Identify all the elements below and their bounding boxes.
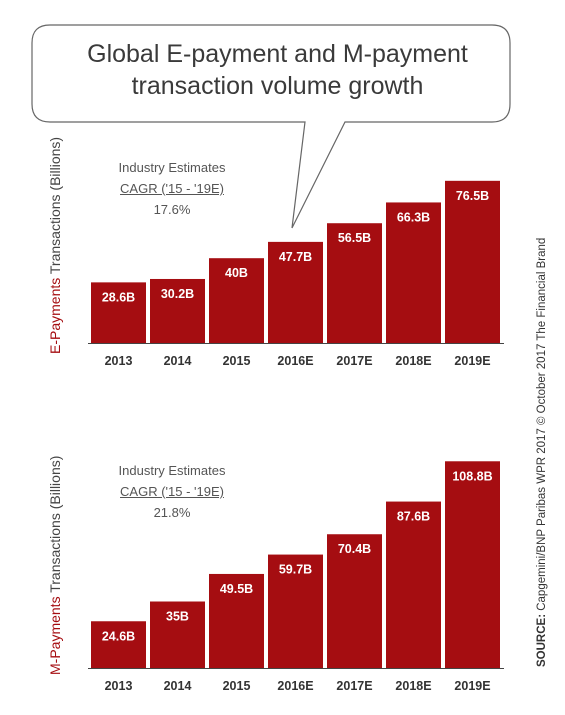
mpayments-data-label-2016E: 59.7B	[279, 563, 312, 577]
epayments-tick-label-2015: 2015	[223, 354, 251, 368]
epayments-data-label-2016E: 47.7B	[279, 250, 312, 264]
mpayments-cagr-note: Industry Estimates CAGR ('15 - '19E) 21.…	[92, 460, 252, 523]
mpayments-data-label-2014: 35B	[166, 610, 189, 624]
epayments-bar-2014	[150, 278, 205, 343]
mpayments-bar-2014	[150, 601, 205, 668]
epayments-bar-2019E	[445, 180, 500, 343]
mpayments-data-label-2015: 49.5B	[220, 582, 253, 596]
mpayments-tick-label-2016E: 2016E	[277, 679, 313, 693]
epayments-cagr-note: Industry Estimates CAGR ('15 - '19E) 17.…	[92, 157, 252, 220]
chart-title-line-1: Global E-payment and M-payment	[87, 40, 468, 68]
epayments-note-heading: Industry Estimates	[118, 160, 226, 175]
source-credit: SOURCE: Capgemini/BNP Paribas WPR 2017 ©…	[536, 238, 548, 667]
epayments-data-label-2013: 28.6B	[102, 290, 135, 304]
epayments-bar-2016E	[268, 241, 323, 343]
mpayments-note-heading: Industry Estimates	[118, 463, 226, 478]
epayments-note-cagr-value: 17.6%	[153, 202, 191, 217]
mpayments-data-label-2013: 24.6B	[102, 629, 135, 643]
mpayments-bar-2016E	[268, 554, 323, 668]
mpayments-data-label-2017E: 70.4B	[338, 542, 371, 556]
epayments-data-label-2018E: 66.3B	[397, 210, 430, 224]
mpayments-bar-2015	[209, 573, 264, 668]
mpayments-data-label-2019E: 108.8B	[452, 469, 492, 483]
epayments-tick-label-2019E: 2019E	[454, 354, 490, 368]
epayments-tick-label-2016E: 2016E	[277, 354, 313, 368]
epayments-bar-2018E	[386, 202, 441, 343]
epayments-bar-2015	[209, 258, 264, 343]
mpayments-bar-2013	[91, 621, 146, 668]
mpayments-bar-chart: 24.6B 2013 35B 2014 49.5B 2015 59.7B 2016E 70.4B…	[88, 461, 504, 693]
epayments-bar-chart: 28.6B 2013 30.2B 2014 40B 2015 47.7B 2016E 56.5B…	[88, 180, 504, 368]
epayments-data-label-2017E: 56.5B	[338, 231, 371, 245]
source-text: Capgemini/BNP Paribas WPR 2017 © October…	[536, 237, 548, 614]
epayments-note-cagr-label: CAGR ('15 - '19E)	[120, 181, 224, 196]
epayments-data-label-2014: 30.2B	[161, 287, 194, 301]
mpayments-bar-2019E	[445, 461, 500, 668]
mpayments-bar-2018E	[386, 501, 441, 668]
mpayments-note-cagr-value: 21.8%	[153, 505, 191, 520]
chart-title-line-2: transaction volume growth	[131, 72, 424, 100]
epayments-tick-label-2013: 2013	[105, 354, 133, 368]
title-bubble	[31, 24, 511, 229]
mpayments-tick-label-2013: 2013	[105, 679, 133, 693]
mpayments-note-cagr-label: CAGR ('15 - '19E)	[120, 484, 224, 499]
epayments-bar-2017E	[327, 223, 382, 343]
epayments-data-label-2019E: 76.5B	[456, 189, 489, 203]
title-bubble-shape	[31, 24, 511, 229]
epayments-tick-label-2017E: 2017E	[336, 354, 372, 368]
mpayments-tick-label-2017E: 2017E	[336, 679, 372, 693]
epayments-tick-label-2018E: 2018E	[395, 354, 431, 368]
source-prefix: SOURCE:	[536, 613, 548, 667]
mpayments-tick-label-2018E: 2018E	[395, 679, 431, 693]
mpayments-data-label-2018E: 87.6B	[397, 510, 430, 524]
mpayments-tick-label-2014: 2014	[164, 679, 192, 693]
mpayments-tick-label-2019E: 2019E	[454, 679, 490, 693]
epayments-bar-2013	[91, 282, 146, 343]
epayments-tick-label-2014: 2014	[164, 354, 192, 368]
mpayments-bar-2017E	[327, 534, 382, 668]
mpayments-tick-label-2015: 2015	[223, 679, 251, 693]
epayments-data-label-2015: 40B	[225, 266, 248, 280]
